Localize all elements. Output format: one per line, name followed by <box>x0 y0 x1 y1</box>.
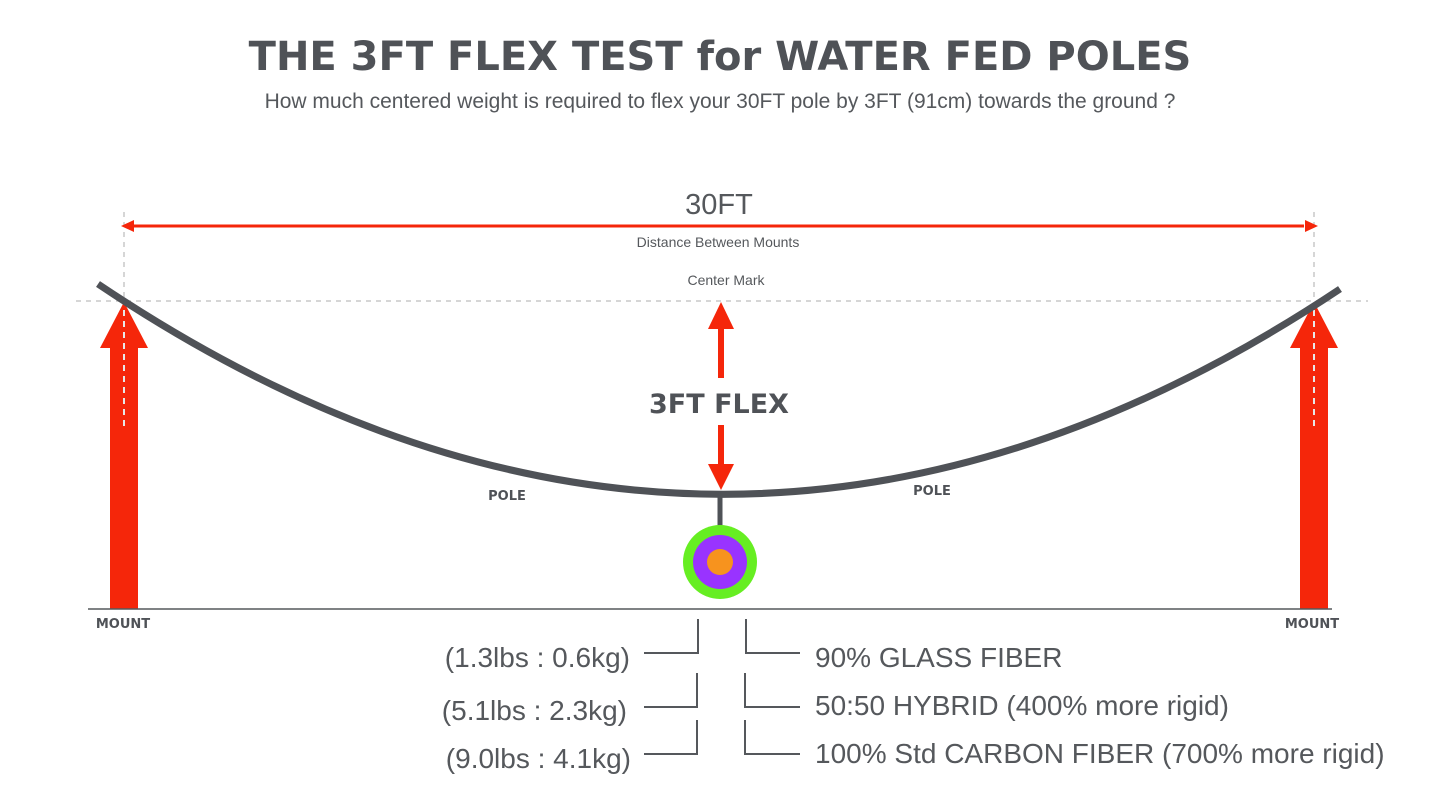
legend: (1.3lbs : 0.6kg) 90% GLASS FIBER (5.1lbs… <box>442 642 1385 774</box>
span-label: 30FT <box>685 189 753 221</box>
weight-value: (9.0lbs : 4.1kg) <box>446 743 631 774</box>
legend-brackets <box>644 619 800 755</box>
material-label: 90% GLASS FIBER <box>815 642 1062 673</box>
span-caption: Distance Between Mounts <box>637 234 800 250</box>
flex-arrows <box>708 302 734 490</box>
weight-value: (5.1lbs : 2.3kg) <box>442 695 627 726</box>
pole-label-left: POLE <box>488 489 526 504</box>
center-mark-label: Center Mark <box>687 272 765 288</box>
diagram-title: THE 3FT FLEX TEST for WATER FED POLES <box>249 34 1192 80</box>
mount-label-left: MOUNT <box>96 617 150 632</box>
diagram-subtitle: How much centered weight is required to … <box>265 90 1176 113</box>
material-label: 50:50 HYBRID (400% more rigid) <box>815 690 1229 721</box>
pole-label-right: POLE <box>913 484 951 499</box>
span-arrow <box>121 220 1318 232</box>
flex-label: 3FT FLEX <box>649 389 789 420</box>
weight-value: (1.3lbs : 0.6kg) <box>445 642 630 673</box>
mount-label-right: MOUNT <box>1285 617 1339 632</box>
material-label: 100% Std CARBON FIBER (700% more rigid) <box>815 738 1385 769</box>
weight-glass <box>707 549 733 575</box>
